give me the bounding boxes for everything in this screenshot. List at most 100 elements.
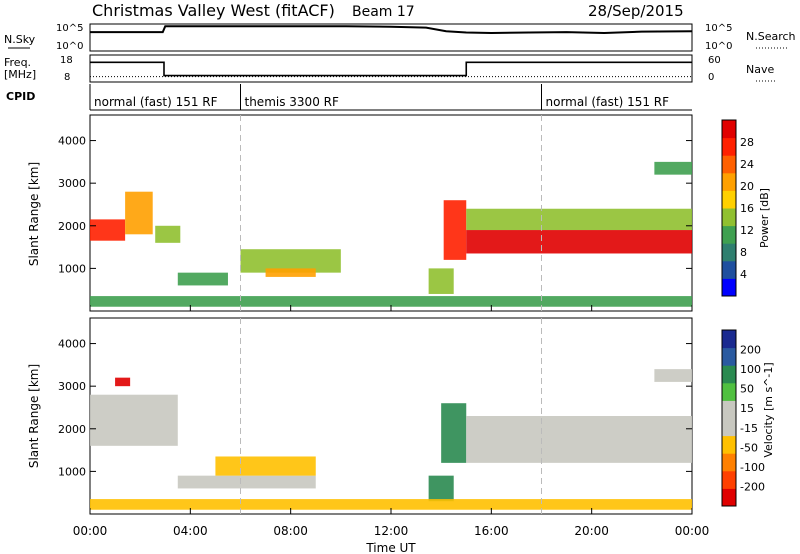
power-colorbar: 4 8 12 16 20 24 28 bbox=[721, 119, 754, 297]
power-colorbar-cell-7 bbox=[722, 155, 736, 174]
cpid-mode-2: normal (fast) 151 RF bbox=[546, 95, 670, 109]
freq-tick-top: 18 bbox=[60, 55, 73, 66]
time-axis: 00:00 04:00 08:00 12:00 16:00 20:00 00:00 bbox=[73, 305, 710, 538]
power-region-1 bbox=[125, 191, 153, 235]
power-colorbar-cell-5 bbox=[722, 190, 736, 209]
x-tick-label-4: 16:00 bbox=[474, 524, 509, 538]
beam-label: Beam 17 bbox=[352, 4, 415, 20]
power-ytick-label-3: 4000 bbox=[58, 135, 86, 148]
velocity-ytick-label-1: 2000 bbox=[58, 423, 86, 436]
velocity-colorbar-cell-0 bbox=[722, 488, 736, 507]
freq-series bbox=[90, 61, 692, 78]
cpid-mode-0: normal (fast) 151 RF bbox=[94, 95, 218, 109]
power-ytick-label-0: 1000 bbox=[58, 262, 86, 275]
velocity-region-5 bbox=[466, 416, 692, 463]
freq-unit-label: [MHz] bbox=[4, 68, 36, 81]
power-colorbar-cell-8 bbox=[722, 137, 736, 156]
power-colorbar-cell-9 bbox=[722, 120, 736, 139]
nave-tick-bottom: 0 bbox=[708, 72, 714, 83]
nsearch-label: N.Search bbox=[746, 30, 796, 43]
power-colorbar-cell-1 bbox=[722, 260, 736, 279]
nsky-series bbox=[90, 25, 693, 35]
x-tick-label-1: 04:00 bbox=[173, 524, 208, 538]
cpid-modes: normal (fast) 151 RF themis 3300 RF normal… bbox=[94, 84, 669, 110]
cpid-label: CPID bbox=[6, 90, 35, 103]
velocity-colorbar-cell-6 bbox=[722, 382, 736, 401]
velocity-colorbar-tick-0: -200 bbox=[740, 480, 765, 493]
power-ytick-label-1: 2000 bbox=[58, 220, 86, 233]
power-region-11 bbox=[90, 296, 692, 307]
x-tick-label-3: 12:00 bbox=[374, 524, 409, 538]
power-colorbar-cell-3 bbox=[722, 225, 736, 244]
velocity-colorbar-tick-1: -100 bbox=[740, 461, 765, 474]
nsearch-tick-top: 10^5 bbox=[705, 23, 732, 34]
date-label: 28/Sep/2015 bbox=[588, 2, 684, 20]
velocity-region-3 bbox=[428, 475, 454, 502]
nave-label: Nave bbox=[746, 63, 774, 76]
velocity-colorbar-tick-4: 15 bbox=[740, 402, 754, 415]
freq-panel-frame bbox=[89, 54, 693, 83]
velocity-colorbar-tick-2: -50 bbox=[740, 441, 758, 454]
velocity-colorbar-tick-7: 200 bbox=[740, 344, 761, 357]
station-title: Christmas Valley West (fitACF) bbox=[92, 1, 335, 20]
velocity-ytick-label-0: 1000 bbox=[58, 465, 86, 478]
power-region-0 bbox=[90, 219, 126, 241]
x-tick-label-5: 20:00 bbox=[574, 524, 609, 538]
power-colorbar-tick-4: 20 bbox=[740, 180, 754, 193]
nsky-label: N.Sky bbox=[4, 33, 36, 46]
velocity-ytick-label-3: 4000 bbox=[58, 338, 86, 351]
velocity-colorbar-cell-1 bbox=[722, 470, 736, 489]
nsky-tick-bottom: 10^0 bbox=[56, 41, 83, 52]
nsky-panel-frame bbox=[89, 23, 693, 52]
power-colorbar-cell-0 bbox=[722, 278, 736, 297]
power-colorbar-tick-6: 28 bbox=[740, 136, 754, 149]
power-y-axis-title: Slant Range [km] bbox=[27, 162, 41, 266]
x-axis-title: Time UT bbox=[365, 541, 416, 554]
nave-tick-top: 60 bbox=[708, 55, 721, 66]
power-colorbar-cell-6 bbox=[722, 172, 736, 191]
nsky-line-0 bbox=[90, 25, 693, 35]
power-data bbox=[90, 115, 692, 311]
power-ytick-label-2: 3000 bbox=[58, 177, 86, 190]
power-colorbar-tick-2: 12 bbox=[740, 224, 754, 237]
cpid-mode-1: themis 3300 RF bbox=[245, 95, 339, 109]
velocity-region-4 bbox=[441, 403, 467, 463]
power-region-9 bbox=[466, 208, 692, 231]
velocity-colorbar-tick-5: 50 bbox=[740, 383, 754, 396]
x-tick-label-2: 08:00 bbox=[273, 524, 308, 538]
power-region-4 bbox=[240, 249, 341, 273]
power-colorbar-tick-1: 8 bbox=[740, 246, 747, 259]
power-colorbar-tick-5: 24 bbox=[740, 158, 754, 171]
power-region-2 bbox=[155, 225, 181, 243]
velocity-region-6 bbox=[654, 369, 692, 382]
power-region-5 bbox=[265, 268, 316, 277]
velocity-colorbar-tick-3: -15 bbox=[740, 422, 758, 435]
velocity-region-0 bbox=[90, 394, 178, 446]
velocity-colorbar-cell-8 bbox=[722, 347, 736, 366]
velocity-data bbox=[90, 318, 692, 514]
velocity-colorbar-cell-7 bbox=[722, 365, 736, 384]
velocity-colorbar-title: Velocity [m s^-1] bbox=[762, 362, 775, 457]
power-region-6 bbox=[428, 268, 454, 294]
velocity-colorbar-cell-9 bbox=[722, 330, 736, 349]
power-colorbar-frame bbox=[721, 119, 737, 297]
x-tick-label-6: 00:00 bbox=[675, 524, 710, 538]
x-tick-label-0: 00:00 bbox=[73, 524, 108, 538]
velocity-colorbar: -200 -100 -50 -15 15 50 100 200 bbox=[721, 329, 765, 507]
power-colorbar-title: Power [dB] bbox=[758, 188, 771, 248]
power-region-8 bbox=[466, 230, 692, 254]
velocity-colorbar-cell-5 bbox=[722, 400, 736, 419]
power-y-axis: 1000 2000 3000 4000 bbox=[58, 135, 692, 275]
power-colorbar-cell-4 bbox=[722, 208, 736, 227]
power-colorbar-cell-2 bbox=[722, 243, 736, 262]
power-region-10 bbox=[654, 161, 692, 175]
nsearch-tick-bottom: 10^0 bbox=[705, 41, 732, 52]
velocity-y-axis: 1000 2000 3000 4000 bbox=[58, 338, 692, 478]
velocity-colorbar-cell-2 bbox=[722, 453, 736, 472]
velocity-colorbar-cell-4 bbox=[722, 418, 736, 437]
velocity-colorbar-frame bbox=[721, 329, 737, 507]
velocity-region-1 bbox=[177, 475, 316, 489]
power-colorbar-tick-3: 16 bbox=[740, 202, 754, 215]
velocity-y-axis-title: Slant Range [km] bbox=[27, 364, 41, 468]
